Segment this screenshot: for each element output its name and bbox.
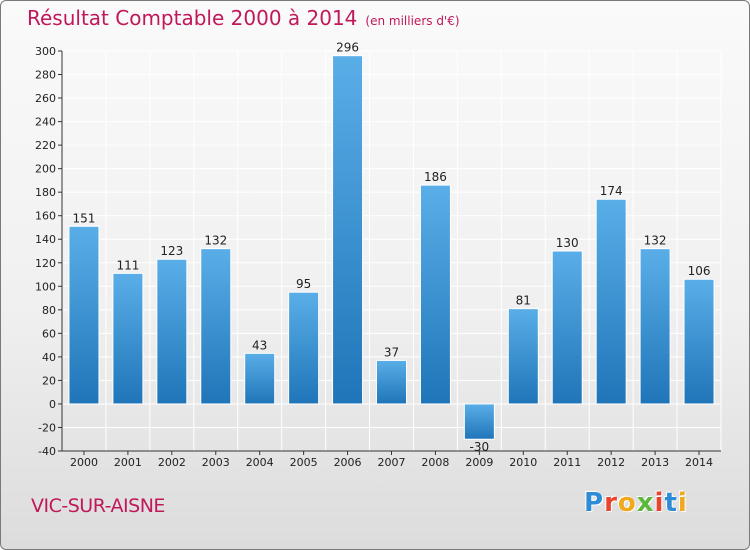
- x-tick-label: 2008: [421, 456, 449, 469]
- x-tick-label: 2000: [70, 456, 98, 469]
- logo-letter: x: [636, 488, 655, 518]
- bar-2002: [156, 258, 188, 405]
- bar-2003: [200, 248, 232, 405]
- bar-2005: [288, 291, 320, 405]
- y-tick-label: 60: [42, 327, 56, 340]
- value-label: 37: [384, 345, 399, 359]
- y-tick-label: 280: [35, 69, 56, 82]
- x-tick-label: 2004: [246, 456, 274, 469]
- y-tick-label: 180: [35, 186, 56, 199]
- y-tick-label: 140: [35, 233, 56, 246]
- logo-letter: P: [584, 488, 605, 518]
- bar-2012: [595, 198, 627, 405]
- x-tick-label: 2002: [158, 456, 186, 469]
- value-label: 132: [644, 234, 667, 248]
- bar-2001: [112, 272, 144, 405]
- logo-letter: i: [654, 488, 665, 518]
- chart-title: Résultat Comptable 2000 à 2014: [27, 6, 358, 30]
- x-tick-label: 2009: [465, 456, 493, 469]
- y-tick-label: 220: [35, 139, 56, 152]
- bars: [68, 55, 715, 440]
- y-tick-label: 20: [42, 374, 56, 387]
- axes: [58, 50, 721, 455]
- proxiti-logo[interactable]: Proxiti: [584, 488, 688, 518]
- bar-2007: [376, 359, 407, 405]
- value-label: 111: [116, 258, 139, 272]
- y-tick-label: 240: [35, 116, 56, 129]
- bar-2009: [463, 403, 495, 440]
- value-label: 296: [336, 41, 359, 55]
- value-label: 130: [556, 236, 579, 250]
- x-tick-label: 2003: [202, 456, 230, 469]
- value-label: 151: [73, 211, 96, 225]
- y-tick-label: 120: [35, 257, 56, 270]
- place-name: VIC-SUR-AISNE: [31, 495, 165, 517]
- y-tick-label: -40: [38, 445, 56, 458]
- bar-2014: [683, 278, 715, 405]
- x-tick-label: 2007: [378, 456, 406, 469]
- bar-2004: [244, 352, 276, 405]
- bar-2000: [68, 225, 100, 405]
- y-tick-label: 80: [42, 304, 56, 317]
- labels: -40 -20 0 20 40 60 80 100 120 140 160 180 200 220 240 2…: [35, 41, 713, 469]
- value-label: 43: [252, 338, 267, 352]
- y-tick-label: 40: [42, 351, 56, 364]
- y-tick-label: -20: [38, 421, 56, 434]
- value-label: 81: [516, 294, 531, 308]
- chart-subtitle: (en milliers d'€): [365, 14, 460, 28]
- y-tick-label: 100: [35, 280, 56, 293]
- value-label: 106: [688, 264, 711, 278]
- logo-letter: o: [617, 488, 637, 518]
- bar-2006: [332, 55, 364, 405]
- x-tick-label: 2010: [509, 456, 537, 469]
- value-label: 132: [204, 234, 227, 248]
- y-tick-label: 300: [35, 45, 56, 58]
- y-tick-label: 160: [35, 210, 56, 223]
- bar-2010: [507, 308, 539, 405]
- x-tick-label: 2001: [114, 456, 142, 469]
- value-label: 174: [600, 184, 623, 198]
- x-tick-label: 2013: [641, 456, 669, 469]
- bar-2008: [419, 184, 451, 405]
- bar-2013: [639, 248, 671, 405]
- value-label: -30: [470, 440, 490, 454]
- y-tick-label: 0: [49, 398, 56, 411]
- value-label: 95: [296, 277, 311, 291]
- logo-letter: i: [677, 488, 688, 518]
- value-label: 123: [160, 244, 183, 258]
- value-label: 186: [424, 170, 447, 184]
- y-tick-label: 260: [35, 92, 56, 105]
- bar-2011: [551, 250, 583, 405]
- logo-letter: r: [604, 488, 618, 518]
- x-tick-label: 2011: [553, 456, 581, 469]
- chart-title-block: Résultat Comptable 2000 à 2014 (en millie…: [27, 6, 460, 30]
- x-tick-label: 2014: [685, 456, 713, 469]
- x-tick-label: 2005: [290, 456, 318, 469]
- x-tick-label: 2012: [597, 456, 625, 469]
- logo-letter: t: [664, 488, 678, 518]
- x-tick-label: 2006: [334, 456, 362, 469]
- y-tick-label: 200: [35, 163, 56, 176]
